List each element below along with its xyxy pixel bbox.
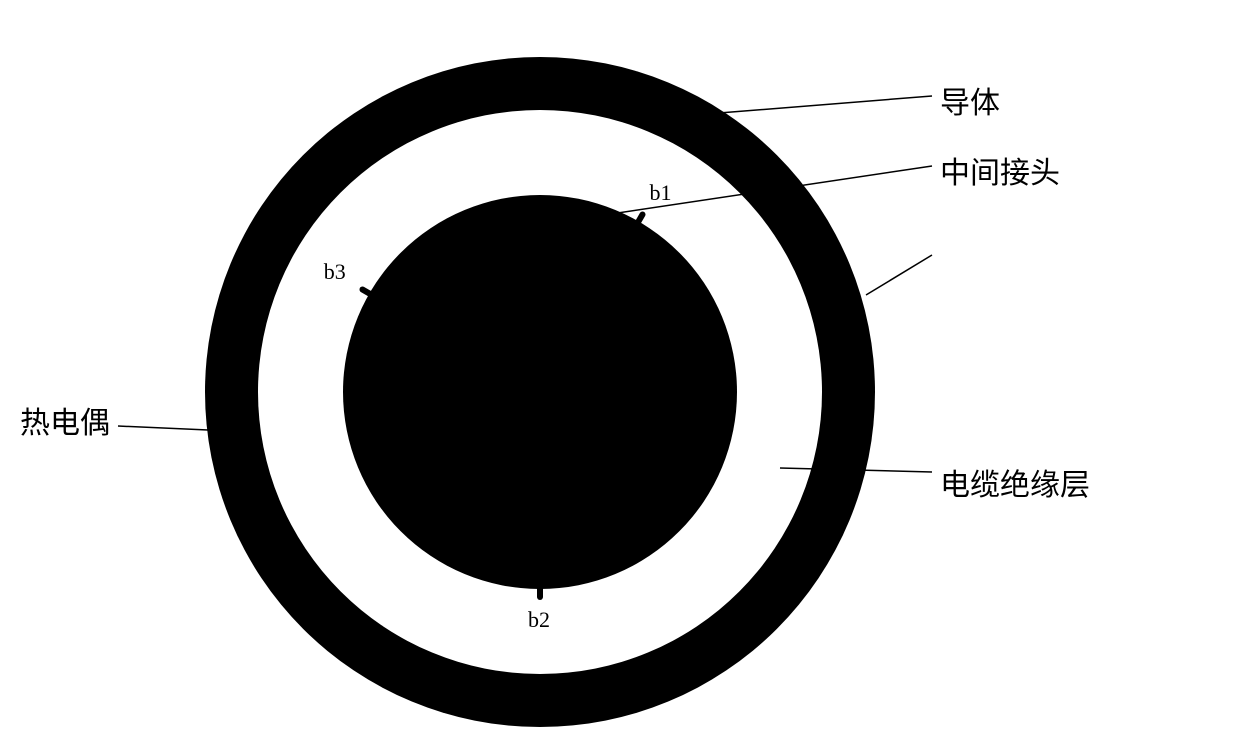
label-insulation: 电缆绝缘层	[940, 460, 1090, 504]
diagram-svg	[0, 0, 1240, 739]
point-label-b3: b3	[324, 259, 346, 285]
label-thermocouple: 热电偶	[20, 398, 110, 442]
point-label-b2: b2	[528, 607, 550, 633]
point-label-b1: b1	[650, 180, 672, 206]
label-conductor: 导体	[940, 78, 1000, 122]
diagram-canvas: 导体 中间接头 热电偶 电缆绝缘层 b1 b2 b3	[0, 0, 1240, 739]
label-joint: 中间接头	[940, 148, 1060, 192]
